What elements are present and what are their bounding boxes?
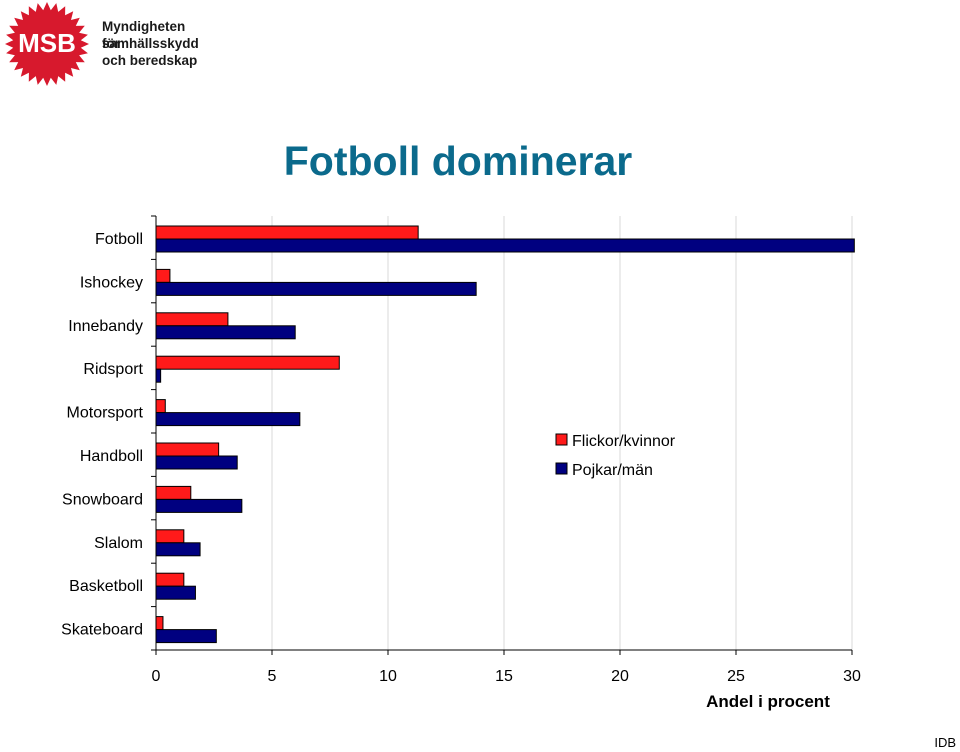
chart-title: Fotboll dominerar: [283, 138, 633, 184]
legend-label: Pojkar/män: [572, 462, 653, 479]
msb-logo: MSB Myndigheten för samhällsskydd och be…: [4, 2, 204, 86]
category-label: Ishockey: [80, 274, 143, 291]
category-label: Fotboll: [95, 231, 143, 248]
bar-boys: [155, 542, 201, 557]
bar-boys: [155, 281, 477, 296]
footer-code: IDB: [934, 735, 956, 750]
category-label: Snowboard: [62, 491, 143, 508]
bar-boys: [155, 585, 196, 600]
category-label: Innebandy: [68, 318, 143, 335]
x-tick-label: 20: [611, 668, 629, 685]
x-tick-label: 10: [379, 668, 397, 685]
bar-girls: [155, 485, 192, 500]
bar-girls: [155, 442, 220, 457]
bar-girls: [155, 616, 164, 631]
bar-girls: [155, 572, 185, 587]
category-label: Slalom: [94, 535, 143, 552]
bar-girls: [155, 355, 340, 370]
legend-label: Flickor/kvinnor: [572, 433, 676, 450]
bar-girls: [155, 312, 229, 327]
category-label: Skateboard: [61, 622, 143, 639]
bar-boys: [155, 325, 296, 340]
bar-boys: [155, 498, 243, 513]
bar-girls: [155, 529, 185, 544]
logo-mark-text: MSB: [18, 28, 76, 58]
bar-boys: [155, 455, 238, 470]
x-tick-label: 30: [843, 668, 861, 685]
org-name-line-1: Myndigheten för: [102, 19, 186, 51]
x-tick-label: 25: [727, 668, 745, 685]
x-tick-label: 5: [268, 668, 277, 685]
bar-girls: [155, 399, 166, 414]
x-tick-label: 0: [152, 668, 161, 685]
msb-logo-mark: MSB: [5, 2, 89, 86]
x-tick-label: 15: [495, 668, 513, 685]
category-label: Basketboll: [69, 578, 143, 595]
legend-swatch: [555, 462, 568, 475]
category-label: Motorsport: [67, 405, 144, 422]
bar-boys: [155, 629, 217, 644]
org-name-line-2: samhällsskydd: [102, 36, 199, 51]
x-axis-title: Andel i procent: [706, 692, 830, 711]
org-name-line-3: och beredskap: [102, 53, 198, 68]
category-label: Ridsport: [83, 361, 143, 378]
bar-girls: [155, 225, 419, 240]
bar-boys: [155, 412, 301, 427]
bar-girls: [155, 268, 171, 283]
legend-swatch: [555, 433, 568, 446]
category-label: Handboll: [80, 448, 143, 465]
logo-burst-shape: [5, 2, 89, 86]
bar-boys: [155, 238, 855, 253]
bar-boys: [155, 368, 162, 383]
